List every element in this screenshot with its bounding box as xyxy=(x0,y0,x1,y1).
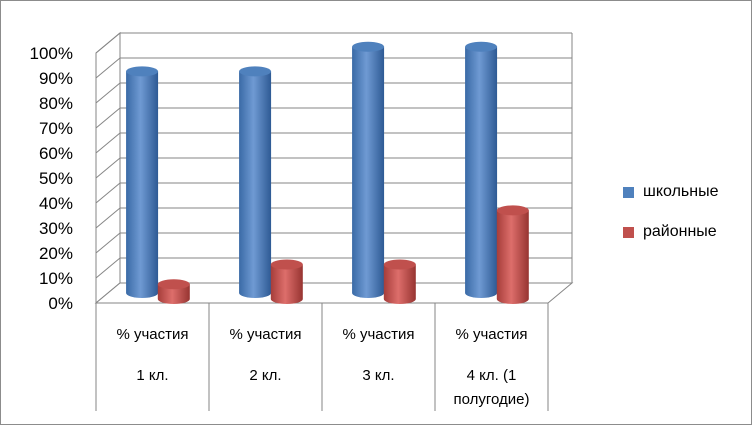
legend-label-school: школьные xyxy=(643,183,719,200)
bar-body xyxy=(496,210,529,304)
y-tick-label: 50% xyxy=(39,169,73,188)
bar-body xyxy=(465,46,498,298)
bar-top xyxy=(352,41,385,52)
bar-body xyxy=(157,284,190,304)
bar-body xyxy=(383,264,416,304)
bar-school xyxy=(239,66,272,298)
bar-body xyxy=(126,71,159,298)
bar-top xyxy=(270,259,303,270)
legend-swatch-district xyxy=(623,226,634,238)
bar-top xyxy=(383,259,416,270)
gridline xyxy=(95,207,572,229)
gridline xyxy=(95,157,572,179)
x-category-label: % участия xyxy=(116,326,188,343)
bar-district xyxy=(496,205,529,304)
y-tick-label: 20% xyxy=(39,244,73,263)
bar-district xyxy=(383,259,416,304)
y-tick-label: 80% xyxy=(39,94,73,113)
bar-body xyxy=(239,71,272,298)
bar-top xyxy=(126,66,159,77)
bar-top xyxy=(465,41,498,52)
gridline xyxy=(95,57,572,79)
gridline xyxy=(95,257,572,279)
y-tick-label: 0% xyxy=(48,294,73,313)
gridline xyxy=(95,82,572,104)
x-category-label: % участия xyxy=(342,326,414,343)
x-category-label: 4 кл. (1 xyxy=(467,367,517,384)
y-tick-label: 60% xyxy=(39,144,73,163)
x-category-label: 3 кл. xyxy=(362,367,394,384)
gridline xyxy=(95,32,572,54)
gridline xyxy=(95,107,572,129)
bar-school xyxy=(465,41,498,298)
bar-top xyxy=(496,205,529,216)
gridline xyxy=(95,182,572,204)
x-category-label: % участия xyxy=(229,326,301,343)
bar-district xyxy=(270,259,303,304)
legend-label-district: районные xyxy=(643,223,717,240)
bar-body xyxy=(352,46,385,298)
y-tick-label: 70% xyxy=(39,119,73,138)
bar-top xyxy=(157,279,190,290)
x-category-label: 2 кл. xyxy=(249,367,281,384)
y-tick-label: 100% xyxy=(30,44,73,63)
bar-school xyxy=(126,66,159,298)
legend-item-district: районные xyxy=(623,221,749,243)
x-category-label: % участия xyxy=(455,326,527,343)
gridline xyxy=(95,232,572,254)
bar-school xyxy=(352,41,385,298)
bar-body xyxy=(270,264,303,304)
bar-district xyxy=(157,279,190,304)
legend: школьные районные xyxy=(623,181,749,261)
x-category-label: 1 кл. xyxy=(136,367,168,384)
bar-top xyxy=(239,66,272,77)
x-category-label: полугодие) xyxy=(453,391,529,408)
y-tick-label: 10% xyxy=(39,269,73,288)
y-tick-label: 30% xyxy=(39,219,73,238)
y-tick-label: 90% xyxy=(39,69,73,88)
gridline xyxy=(95,132,572,154)
legend-swatch-school xyxy=(623,186,634,198)
legend-item-school: школьные xyxy=(623,181,749,203)
y-tick-label: 40% xyxy=(39,194,73,213)
